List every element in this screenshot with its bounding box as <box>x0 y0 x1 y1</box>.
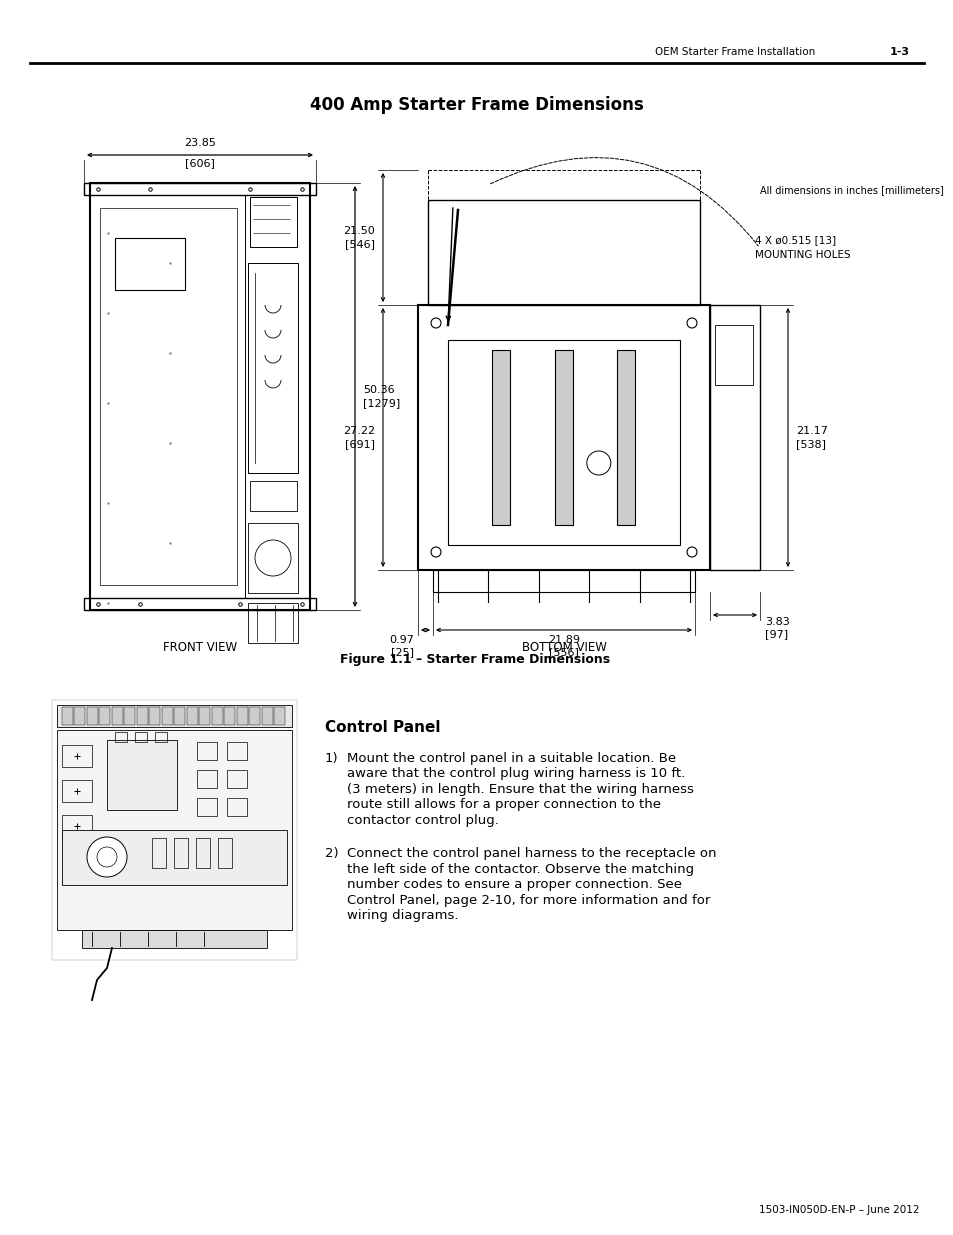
Bar <box>62 781 91 802</box>
Bar <box>152 839 166 868</box>
Text: 400 Amp Starter Frame Dimensions: 400 Amp Starter Frame Dimensions <box>310 96 643 114</box>
Text: Control Panel: Control Panel <box>325 720 440 735</box>
Bar <box>196 798 216 816</box>
Text: 21.17
[538]: 21.17 [538] <box>795 426 827 448</box>
Bar <box>227 769 247 788</box>
Bar <box>62 745 91 767</box>
Bar <box>248 603 297 643</box>
Bar <box>212 706 223 725</box>
Text: number codes to ensure a proper connection. See: number codes to ensure a proper connecti… <box>347 878 681 892</box>
Bar <box>187 706 198 725</box>
Bar <box>173 839 188 868</box>
Bar <box>112 706 123 725</box>
Bar <box>154 732 167 742</box>
Bar <box>617 350 635 525</box>
Bar <box>428 200 700 305</box>
Text: Figure 1.1 – Starter Frame Dimensions: Figure 1.1 – Starter Frame Dimensions <box>339 653 610 667</box>
Bar <box>52 700 296 960</box>
Text: 27.22
[691]: 27.22 [691] <box>342 426 375 448</box>
Bar <box>115 732 127 742</box>
Bar <box>174 706 185 725</box>
Text: 3.83
[97]: 3.83 [97] <box>764 618 789 640</box>
Text: BOTTOM VIEW: BOTTOM VIEW <box>521 641 606 655</box>
Circle shape <box>87 837 127 877</box>
Text: 1): 1) <box>325 752 338 764</box>
Text: 1-3: 1-3 <box>889 47 909 57</box>
Bar <box>87 706 98 725</box>
Bar <box>417 305 709 571</box>
Text: Connect the control panel harness to the receptacle on: Connect the control panel harness to the… <box>347 847 716 861</box>
Bar <box>137 706 148 725</box>
Bar <box>150 706 160 725</box>
Bar <box>125 706 135 725</box>
Bar <box>492 350 510 525</box>
Bar <box>90 183 310 610</box>
Text: MOUNTING HOLES: MOUNTING HOLES <box>754 249 850 261</box>
Bar <box>100 207 236 585</box>
Bar <box>199 706 211 725</box>
Text: aware that the control plug wiring harness is 10 ft.: aware that the control plug wiring harne… <box>347 767 684 781</box>
Bar <box>218 839 232 868</box>
Text: the left side of the contactor. Observe the matching: the left side of the contactor. Observe … <box>347 863 694 876</box>
Bar <box>714 325 752 385</box>
Bar <box>84 598 315 610</box>
Text: route still allows for a proper connection to the: route still allows for a proper connecti… <box>347 799 660 811</box>
Text: OEM Starter Frame Installation: OEM Starter Frame Installation <box>655 47 815 57</box>
Bar <box>162 706 172 725</box>
Text: 21.89
[556]: 21.89 [556] <box>547 635 579 657</box>
Bar <box>250 480 296 511</box>
Bar <box>62 830 287 885</box>
Bar <box>196 769 216 788</box>
Text: 23.85: 23.85 <box>184 138 215 148</box>
Text: Mount the control panel in a suitable location. Be: Mount the control panel in a suitable lo… <box>347 752 676 764</box>
Bar <box>262 706 273 725</box>
Text: (3 meters) in length. Ensure that the wiring harness: (3 meters) in length. Ensure that the wi… <box>347 783 693 797</box>
Bar <box>224 706 235 725</box>
Bar <box>62 706 73 725</box>
Text: [606]: [606] <box>185 158 214 168</box>
Text: All dimensions in inches [millimeters]: All dimensions in inches [millimeters] <box>760 185 943 195</box>
Bar <box>82 930 267 948</box>
Bar <box>62 815 91 837</box>
Bar <box>250 706 260 725</box>
Bar <box>555 350 573 525</box>
Bar <box>107 740 177 810</box>
Text: [25]: [25] <box>391 647 414 657</box>
Bar <box>115 238 185 290</box>
Text: 1503-IN050D-EN-P – June 2012: 1503-IN050D-EN-P – June 2012 <box>759 1205 919 1215</box>
Bar <box>274 706 285 725</box>
Bar <box>74 706 86 725</box>
Bar <box>448 340 679 545</box>
Bar <box>84 183 315 195</box>
Text: FRONT VIEW: FRONT VIEW <box>163 641 236 655</box>
Bar <box>248 522 297 593</box>
Bar <box>250 198 296 247</box>
Bar <box>709 305 760 571</box>
Text: wiring diagrams.: wiring diagrams. <box>347 909 458 923</box>
Bar <box>196 742 216 760</box>
Bar <box>433 571 695 592</box>
Text: 4 X ø0.515 [13]: 4 X ø0.515 [13] <box>754 235 835 245</box>
Bar <box>99 706 111 725</box>
Text: contactor control plug.: contactor control plug. <box>347 814 498 827</box>
Bar <box>227 798 247 816</box>
Bar <box>236 706 248 725</box>
Bar <box>135 732 147 742</box>
Bar <box>227 742 247 760</box>
Bar <box>57 730 292 930</box>
Text: 50.36
[1279]: 50.36 [1279] <box>363 385 400 408</box>
Text: 21.50
[546]: 21.50 [546] <box>343 226 375 248</box>
Bar <box>195 839 210 868</box>
Text: 2): 2) <box>325 847 338 861</box>
Text: Control Panel, page 2-10, for more information and for: Control Panel, page 2-10, for more infor… <box>347 894 710 906</box>
Bar <box>248 263 297 473</box>
Bar <box>57 705 292 727</box>
Text: 0.97: 0.97 <box>389 635 414 645</box>
